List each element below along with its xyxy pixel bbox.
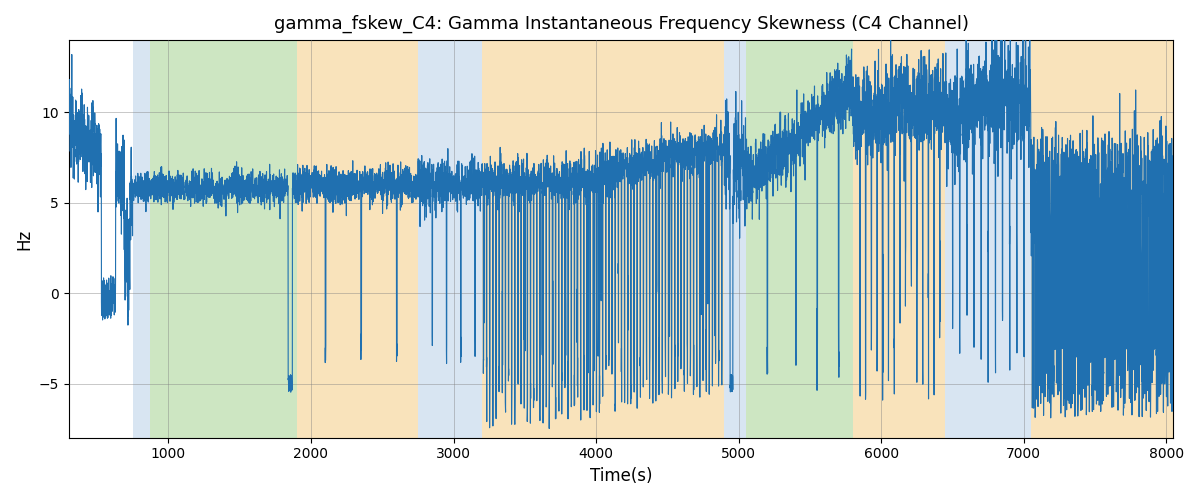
Bar (150, 40, 296, 438)
X-axis label: Time(s): Time(s) (589, 467, 653, 485)
Bar (745, 40, 853, 438)
Bar (946, 40, 1031, 438)
Y-axis label: Hz: Hz (16, 228, 34, 250)
Bar (1031, 40, 1174, 438)
Title: gamma_fskew_C4: Gamma Instantaneous Frequency Skewness (C4 Channel): gamma_fskew_C4: Gamma Instantaneous Freq… (274, 15, 968, 34)
Bar (725, 40, 745, 438)
Bar (133, 40, 150, 438)
Bar (853, 40, 946, 438)
Bar (418, 40, 482, 438)
Bar (482, 40, 725, 438)
Bar (296, 40, 418, 438)
